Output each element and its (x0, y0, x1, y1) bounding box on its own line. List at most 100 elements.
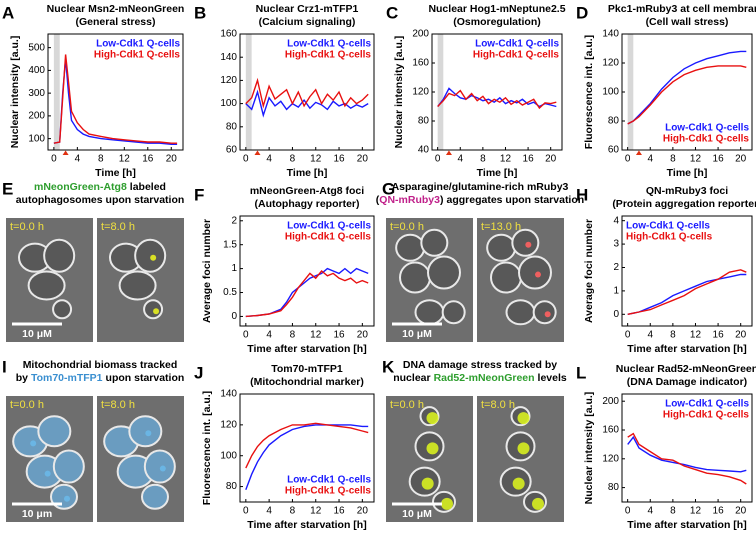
cell (143, 299, 164, 320)
cell (118, 270, 157, 301)
x-tick-label: 20 (357, 330, 369, 341)
y-tick-label: 0.5 (223, 287, 237, 298)
fluorescent-spot (517, 442, 530, 455)
panel-letter: H (576, 185, 588, 204)
title-part: aggregates upon starvation (446, 194, 584, 206)
cell (532, 300, 557, 325)
panel-letter: J (194, 363, 203, 382)
legend-entry: Low-Cdk1 Q-cells (287, 475, 371, 486)
cell (505, 299, 536, 326)
y-tick-label: 0 (613, 309, 619, 320)
cell (52, 299, 73, 320)
y-tick-label: 160 (602, 425, 619, 436)
title-part: levels (538, 372, 567, 384)
y-tick-label: 0 (231, 311, 237, 322)
panel-letter: I (2, 357, 7, 376)
chart-subtitle: (Calcium signaling) (259, 16, 356, 28)
x-tick-label: 4 (647, 154, 653, 165)
chart-subtitle: (Protein aggregation reporter) (612, 198, 756, 210)
fluorescent-spot (535, 271, 541, 278)
fluorescent-spot (441, 497, 453, 510)
fluorescent-spot (532, 497, 544, 510)
x-tick-label: 8 (290, 154, 296, 165)
title-part: autophagosomes upon starvation (16, 194, 185, 206)
scale-bar-label: 10 μm (22, 508, 52, 520)
x-axis-label: Time [h] (287, 167, 328, 179)
image-title: autophagosomes upon starvation (16, 194, 185, 206)
fluorescent-spot (525, 241, 532, 248)
timestamp: t=0.0 h (390, 399, 424, 411)
x-tick-label: 20 (735, 330, 747, 341)
cell (420, 228, 449, 257)
fluorescent-spot (64, 495, 70, 502)
legend-entry: Low-Cdk1 Q-cells (287, 221, 371, 232)
timestamp: t=8.0 h (101, 221, 135, 233)
shade (53, 34, 60, 150)
shade (437, 34, 444, 150)
timestamp: t=0.0 h (10, 221, 44, 233)
x-tick-label: 8 (670, 154, 676, 165)
title-part: QN-mRuby3 (379, 194, 440, 206)
image-title: DNA damage stress tracked by (403, 359, 557, 371)
panel-letter: E (2, 179, 13, 198)
y-tick-label: 80 (226, 121, 238, 132)
legend-entry: Low-Cdk1 Q-cells (626, 221, 710, 232)
y-axis-label: Nuclear intensity [a.u.] (9, 36, 21, 149)
image-title: by Tom70-mTFP1 upon starvation (16, 372, 185, 384)
cell (37, 415, 72, 448)
chart-title: Nuclear Hog1-mNeptune2.5 (428, 3, 565, 15)
series-line (627, 50, 747, 125)
title-part: Rad52-mNeonGreen (434, 372, 535, 384)
chart-subtitle: (Osmoregulation) (453, 16, 541, 28)
timestamp: t=8.0 h (481, 399, 515, 411)
x-tick-label: 0 (243, 506, 249, 517)
y-axis-label: Nuclear intensity [a.u.] (393, 36, 405, 149)
x-tick-label: 12 (310, 154, 322, 165)
x-tick-label: 20 (545, 154, 557, 165)
series-line (437, 89, 557, 110)
x-tick-label: 4 (266, 330, 272, 341)
panel-letter: L (576, 363, 586, 382)
x-tick-label: 4 (647, 330, 653, 341)
cell (143, 449, 176, 484)
fluorescent-spot (426, 412, 439, 425)
y-tick-label: 100 (220, 450, 237, 461)
plot-frame (621, 215, 753, 327)
timestamp: t=0.0 h (390, 221, 424, 233)
y-tick-label: 300 (28, 88, 45, 99)
legend-entry: Low-Cdk1 Q-cells (665, 123, 749, 134)
y-tick-label: 500 (28, 42, 45, 53)
plot-frame (239, 393, 375, 503)
panel-letter: K (382, 357, 395, 376)
panel-letter: A (2, 3, 14, 22)
series-line (437, 87, 557, 108)
cell (134, 238, 167, 273)
fluorescent-spot (517, 412, 530, 425)
x-tick-label: 8 (670, 330, 676, 341)
series-line (245, 422, 369, 469)
x-axis-label: Time [h] (667, 167, 708, 179)
y-tick-label: 160 (412, 58, 429, 69)
x-tick-label: 12 (690, 506, 702, 517)
x-axis-label: Time [h] (95, 167, 136, 179)
chart-title: Nuclear Msn2-mNeonGreen (47, 3, 185, 15)
x-tick-label: 4 (75, 154, 81, 165)
title-part: ( (376, 194, 380, 206)
scale-bar-label: 10 μM (22, 328, 52, 340)
y-tick-label: 2 (613, 262, 619, 273)
x-tick-label: 16 (333, 330, 345, 341)
series-line (245, 77, 369, 109)
chart-title: Pkc1-mRuby3 at cell membrane (608, 3, 756, 15)
x-axis-label: Time [h] (477, 167, 518, 179)
cell (414, 299, 445, 326)
series-line (53, 58, 178, 145)
x-tick-label: 20 (735, 506, 747, 517)
y-tick-label: 140 (220, 52, 237, 63)
cell (27, 270, 66, 301)
x-tick-label: 20 (357, 154, 369, 165)
x-tick-label: 12 (310, 506, 322, 517)
chart-subtitle: (General stress) (76, 16, 156, 28)
legend-entry: High-Cdk1 Q-cells (473, 50, 560, 61)
series-line (245, 267, 369, 318)
y-tick-label: 2 (231, 215, 237, 226)
